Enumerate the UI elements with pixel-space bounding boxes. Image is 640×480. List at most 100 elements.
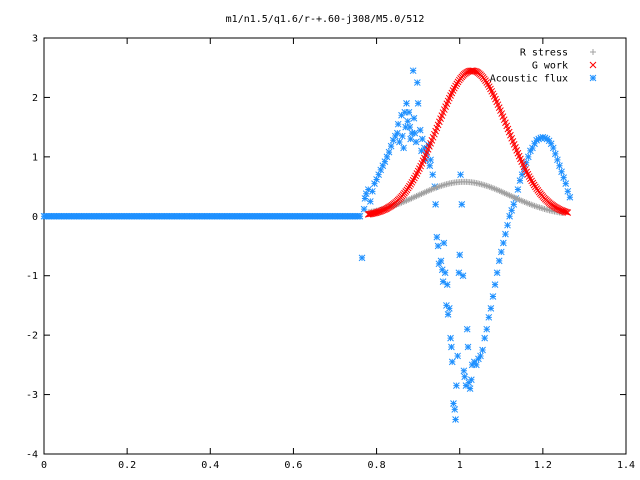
data-point [451,406,459,413]
data-point [412,138,420,146]
x-tick-label: 0.8 [368,460,386,471]
legend-label: G work [532,61,568,72]
plot-area [43,37,627,455]
data-point [379,162,387,170]
data-point [524,153,532,161]
data-point [469,67,477,75]
data-point [551,150,559,158]
data-point [455,269,463,277]
data-point [545,137,553,145]
data-point [468,376,475,384]
data-point [360,205,368,213]
data-point [556,162,563,170]
data-point [561,208,569,216]
data-point [383,153,391,161]
data-point [560,174,567,182]
data-point [516,177,524,184]
data-point [389,136,397,144]
data-point [504,221,511,229]
data-point [405,108,413,116]
data-point [502,230,509,238]
plot-border [43,37,627,455]
data-point [369,187,376,195]
data-point [481,334,489,342]
data-point [426,162,434,170]
chart-title: m1/n1.5/q1.6/r-+.60-j308/M5.0/512 [226,14,425,25]
data-point [472,361,480,369]
data-point [487,305,495,312]
data-point [506,212,513,220]
series-g-work [364,67,572,218]
data-point [500,239,507,247]
data-point [477,352,484,360]
y-tick-label: -1 [26,271,38,282]
data-point [518,171,526,179]
data-point [381,158,389,165]
data-point [508,206,516,214]
data-point [427,156,434,164]
data-point [435,260,443,268]
data-point [432,201,439,208]
data-point [434,242,442,250]
data-point [458,201,466,208]
data-point [403,100,410,107]
data-point [385,148,393,156]
data-point [563,208,570,216]
data-point [448,343,455,351]
data-point [522,159,530,167]
y-tick-label: 3 [32,34,38,45]
data-point [437,257,445,265]
data-point [463,325,471,333]
data-point [404,117,412,125]
data-point [398,132,406,140]
legend-label: R stress [520,48,568,59]
data-point [549,144,557,152]
data-point [443,281,451,288]
series-layer [40,67,574,423]
y-axis: -4 -3 -2 -1 0 1 2 3 [26,34,626,461]
data-point [450,400,457,407]
x-tick-label: 1.2 [534,460,552,471]
data-point [362,190,370,198]
legend: R stress G work Acoustic flux [490,48,597,85]
data-point [554,156,561,164]
data-point [410,114,418,122]
data-point [366,198,374,205]
x-tick-label: 1.4 [617,460,635,471]
data-point [387,142,395,150]
data-point [400,144,407,152]
data-point [406,123,414,131]
y-tick-label: -3 [26,390,38,401]
data-point [491,281,499,288]
data-point [447,334,454,342]
data-point [457,171,464,179]
x-tick-label: 0.2 [118,460,136,471]
data-point [421,144,428,152]
x-tick-label: 0.4 [201,460,219,471]
data-point [564,209,572,216]
data-point [459,272,467,280]
data-point [448,358,456,366]
y-tick-label: 0 [32,212,38,223]
data-point [461,373,469,381]
data-point [413,79,421,86]
data-point [483,79,491,86]
data-point [373,176,380,183]
data-point [468,361,476,369]
data-point [558,168,565,176]
data-point [361,195,369,202]
data-point [439,278,447,286]
data-point [460,367,468,375]
data-point [429,171,437,179]
data-point [529,144,536,152]
data-point [529,179,537,187]
data-point [391,132,399,140]
data-point [485,313,493,321]
data-point [371,180,378,187]
data-point [433,233,441,241]
y-tick-label: 2 [32,93,38,104]
data-point [453,382,460,390]
data-point [377,166,385,174]
